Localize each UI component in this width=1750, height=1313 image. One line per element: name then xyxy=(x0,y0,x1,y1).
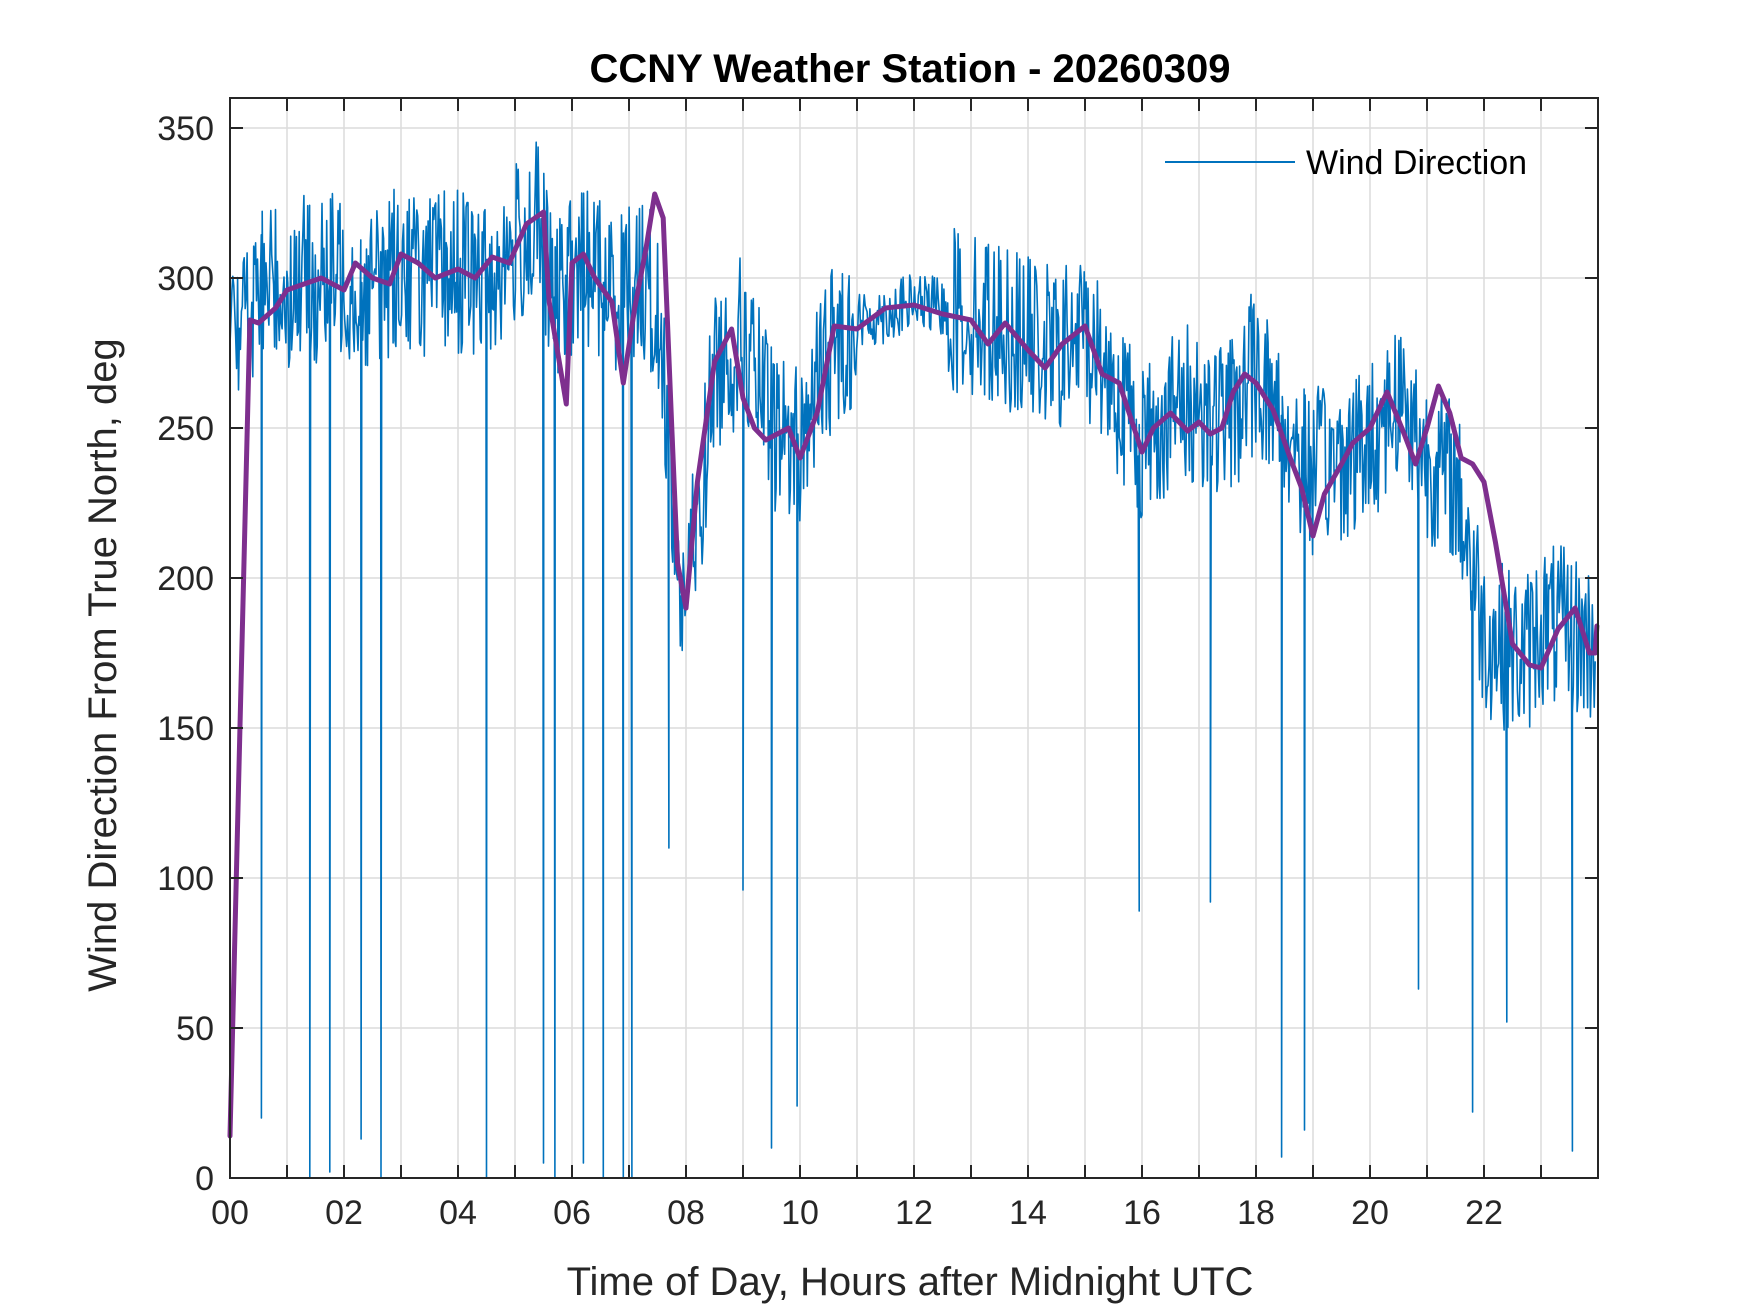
x-tick-label: 10 xyxy=(781,1194,819,1232)
x-tick-label: 08 xyxy=(667,1194,705,1232)
x-tick-label: 12 xyxy=(895,1194,933,1232)
y-tick-label: 200 xyxy=(157,560,214,598)
wind-direction-raw-series xyxy=(229,141,1596,1179)
legend: Wind Direction xyxy=(1165,144,1527,182)
x-axis-title: Time of Day, Hours after Midnight UTC xyxy=(567,1260,1254,1304)
y-tick-label: 150 xyxy=(157,710,214,748)
axis-ticks xyxy=(230,98,1598,1179)
x-tick-label: 00 xyxy=(211,1194,249,1232)
chart-title: CCNY Weather Station - 20260309 xyxy=(590,47,1231,91)
x-tick-label: 22 xyxy=(1465,1194,1503,1232)
x-tick-label: 02 xyxy=(325,1194,363,1232)
y-tick-label: 350 xyxy=(157,110,214,148)
wind-direction-line xyxy=(229,141,1596,1179)
legend-label-wind-direction: Wind Direction xyxy=(1306,144,1527,182)
x-tick-label: 20 xyxy=(1351,1194,1389,1232)
smoothed-wind-direction-line xyxy=(227,191,1600,1139)
wind-direction-smoothed-series xyxy=(227,191,1600,1139)
y-tick-label: 50 xyxy=(176,1010,214,1048)
x-axis-tick-labels: 00 02 04 06 08 10 12 14 16 18 20 22 xyxy=(211,1194,1503,1232)
y-tick-label: 0 xyxy=(195,1160,214,1198)
y-tick-label: 250 xyxy=(157,410,214,448)
y-axis-tick-labels: 0 50 100 150 200 250 300 350 xyxy=(157,110,214,1198)
x-tick-label: 16 xyxy=(1123,1194,1161,1232)
x-tick-label: 04 xyxy=(439,1194,477,1232)
x-tick-label: 18 xyxy=(1237,1194,1275,1232)
x-tick-label: 14 xyxy=(1009,1194,1047,1232)
y-tick-label: 100 xyxy=(157,860,214,898)
x-tick-label: 06 xyxy=(553,1194,591,1232)
y-tick-label: 300 xyxy=(157,260,214,298)
y-axis-title: Wind Direction From True North, deg xyxy=(81,338,125,992)
grid-lines xyxy=(230,98,1598,1178)
